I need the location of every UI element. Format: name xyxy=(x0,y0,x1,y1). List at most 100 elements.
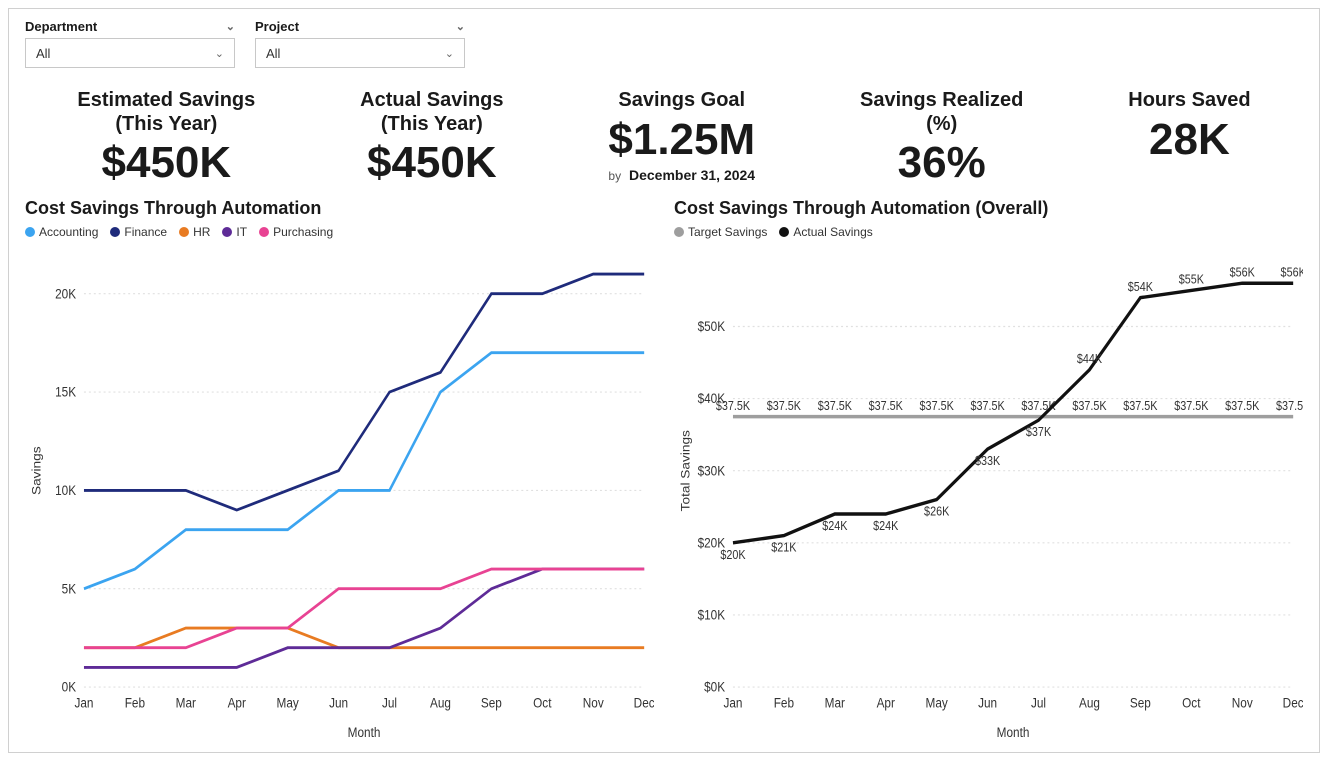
legend-item[interactable]: HR xyxy=(179,225,210,239)
kpi-value: 28K xyxy=(1128,115,1250,165)
kpi-title: Hours Saved xyxy=(1128,88,1250,113)
svg-text:Dec: Dec xyxy=(1283,695,1303,711)
legend-dot-icon xyxy=(110,227,120,237)
svg-text:$56K: $56K xyxy=(1230,266,1255,280)
svg-text:Jan: Jan xyxy=(74,695,93,711)
svg-text:$37.5K: $37.5K xyxy=(716,399,750,413)
kpi-title: Savings Goal xyxy=(608,88,755,113)
chart-title: Cost Savings Through Automation xyxy=(25,198,654,219)
chevron-down-icon: ⌄ xyxy=(226,20,235,33)
svg-text:Jan: Jan xyxy=(723,695,742,711)
legend-label: Actual Savings xyxy=(793,225,872,239)
svg-text:$21K: $21K xyxy=(771,541,796,555)
kpi-hours-saved: Hours Saved 28K xyxy=(1128,88,1250,188)
svg-text:$37.5K: $37.5K xyxy=(1225,399,1259,413)
svg-text:Feb: Feb xyxy=(125,695,145,711)
svg-text:$24K: $24K xyxy=(873,519,898,533)
chart-legend: Target Savings Actual Savings xyxy=(674,225,1303,239)
svg-text:5K: 5K xyxy=(62,580,77,596)
svg-text:Apr: Apr xyxy=(877,695,896,711)
svg-text:$37.5K: $37.5K xyxy=(767,399,801,413)
svg-text:$37.5K: $37.5K xyxy=(920,399,954,413)
kpi-row: Estimated Savings (This Year) $450K Actu… xyxy=(25,88,1303,188)
svg-text:$37.5K: $37.5K xyxy=(1072,399,1106,413)
by-label: by xyxy=(608,169,621,183)
svg-text:$54K: $54K xyxy=(1128,280,1153,294)
filter-department-label: Department ⌄ xyxy=(25,19,235,34)
kpi-savings-goal: Savings Goal $1.25M by December 31, 2024 xyxy=(608,88,755,188)
chevron-down-icon: ⌄ xyxy=(456,20,465,33)
chart-cost-savings-overall: Cost Savings Through Automation (Overall… xyxy=(674,198,1303,744)
svg-text:10K: 10K xyxy=(55,482,76,498)
svg-text:Dec: Dec xyxy=(634,695,654,711)
svg-text:Nov: Nov xyxy=(1232,695,1254,711)
legend-item[interactable]: Finance xyxy=(110,225,167,239)
svg-text:Aug: Aug xyxy=(1079,695,1100,711)
kpi-note: by December 31, 2024 xyxy=(608,167,755,183)
legend-label: Target Savings xyxy=(688,225,767,239)
legend-dot-icon xyxy=(259,227,269,237)
legend-item[interactable]: Target Savings xyxy=(674,225,767,239)
svg-text:Mar: Mar xyxy=(825,695,846,711)
svg-text:Month: Month xyxy=(348,724,381,740)
svg-text:$37.5K: $37.5K xyxy=(818,399,852,413)
kpi-title: Estimated Savings xyxy=(77,88,255,113)
kpi-value: $450K xyxy=(360,138,503,188)
svg-text:May: May xyxy=(926,695,949,711)
svg-text:$50K: $50K xyxy=(698,318,726,334)
svg-text:Jul: Jul xyxy=(1031,695,1046,711)
chart-title: Cost Savings Through Automation (Overall… xyxy=(674,198,1303,219)
chart-legend: Accounting Finance HR IT Purchasing xyxy=(25,225,654,239)
svg-text:Oct: Oct xyxy=(1182,695,1201,711)
svg-text:$37.5K: $37.5K xyxy=(1123,399,1157,413)
chart-svg: 0K5K10K15K20KJanFebMarAprMayJunJulAugSep… xyxy=(25,243,654,744)
legend-item[interactable]: IT xyxy=(222,225,247,239)
svg-text:May: May xyxy=(277,695,300,711)
filters-row: Department ⌄ All ⌄ Project ⌄ All ⌄ xyxy=(25,19,1303,68)
chart-body: $0K$10K$20K$30K$40K$50KJanFebMarAprMayJu… xyxy=(674,243,1303,744)
svg-text:$20K: $20K xyxy=(720,548,745,562)
kpi-title: Actual Savings xyxy=(360,88,503,113)
svg-text:$0K: $0K xyxy=(704,679,725,695)
svg-text:$55K: $55K xyxy=(1179,273,1204,287)
svg-text:$37.5K: $37.5K xyxy=(970,399,1004,413)
kpi-subtitle: (%) xyxy=(860,113,1023,136)
kpi-value: $450K xyxy=(77,138,255,188)
kpi-actual-savings: Actual Savings (This Year) $450K xyxy=(360,88,503,188)
svg-text:Jun: Jun xyxy=(329,695,348,711)
kpi-estimated-savings: Estimated Savings (This Year) $450K xyxy=(77,88,255,188)
svg-text:$24K: $24K xyxy=(822,519,847,533)
filter-project-select[interactable]: All ⌄ xyxy=(255,38,465,68)
svg-text:Aug: Aug xyxy=(430,695,451,711)
kpi-savings-realized: Savings Realized (%) 36% xyxy=(860,88,1023,188)
svg-text:Oct: Oct xyxy=(533,695,552,711)
kpi-value: $1.25M xyxy=(608,115,755,165)
goal-date: December 31, 2024 xyxy=(629,167,755,183)
dashboard: Department ⌄ All ⌄ Project ⌄ All ⌄ Estim… xyxy=(8,8,1320,753)
svg-text:$33K: $33K xyxy=(975,454,1000,468)
legend-item[interactable]: Accounting xyxy=(25,225,98,239)
svg-text:Savings: Savings xyxy=(30,446,44,495)
svg-text:$37.5K: $37.5K xyxy=(869,399,903,413)
filter-department-select[interactable]: All ⌄ xyxy=(25,38,235,68)
legend-dot-icon xyxy=(222,227,232,237)
svg-text:0K: 0K xyxy=(62,679,77,695)
svg-text:$37K: $37K xyxy=(1026,425,1051,439)
svg-text:Sep: Sep xyxy=(481,695,502,711)
kpi-subtitle: (This Year) xyxy=(77,113,255,136)
svg-text:$10K: $10K xyxy=(698,607,726,623)
svg-text:Nov: Nov xyxy=(583,695,605,711)
legend-item[interactable]: Actual Savings xyxy=(779,225,872,239)
kpi-subtitle: (This Year) xyxy=(360,113,503,136)
legend-item[interactable]: Purchasing xyxy=(259,225,333,239)
chart-body: 0K5K10K15K20KJanFebMarAprMayJunJulAugSep… xyxy=(25,243,654,744)
svg-text:$37.5K: $37.5K xyxy=(1276,399,1303,413)
kpi-title: Savings Realized xyxy=(860,88,1023,113)
legend-label: HR xyxy=(193,225,210,239)
legend-dot-icon xyxy=(779,227,789,237)
svg-text:$44K: $44K xyxy=(1077,352,1102,366)
svg-text:$30K: $30K xyxy=(698,462,726,478)
legend-dot-icon xyxy=(674,227,684,237)
legend-dot-icon xyxy=(179,227,189,237)
svg-text:Apr: Apr xyxy=(228,695,247,711)
